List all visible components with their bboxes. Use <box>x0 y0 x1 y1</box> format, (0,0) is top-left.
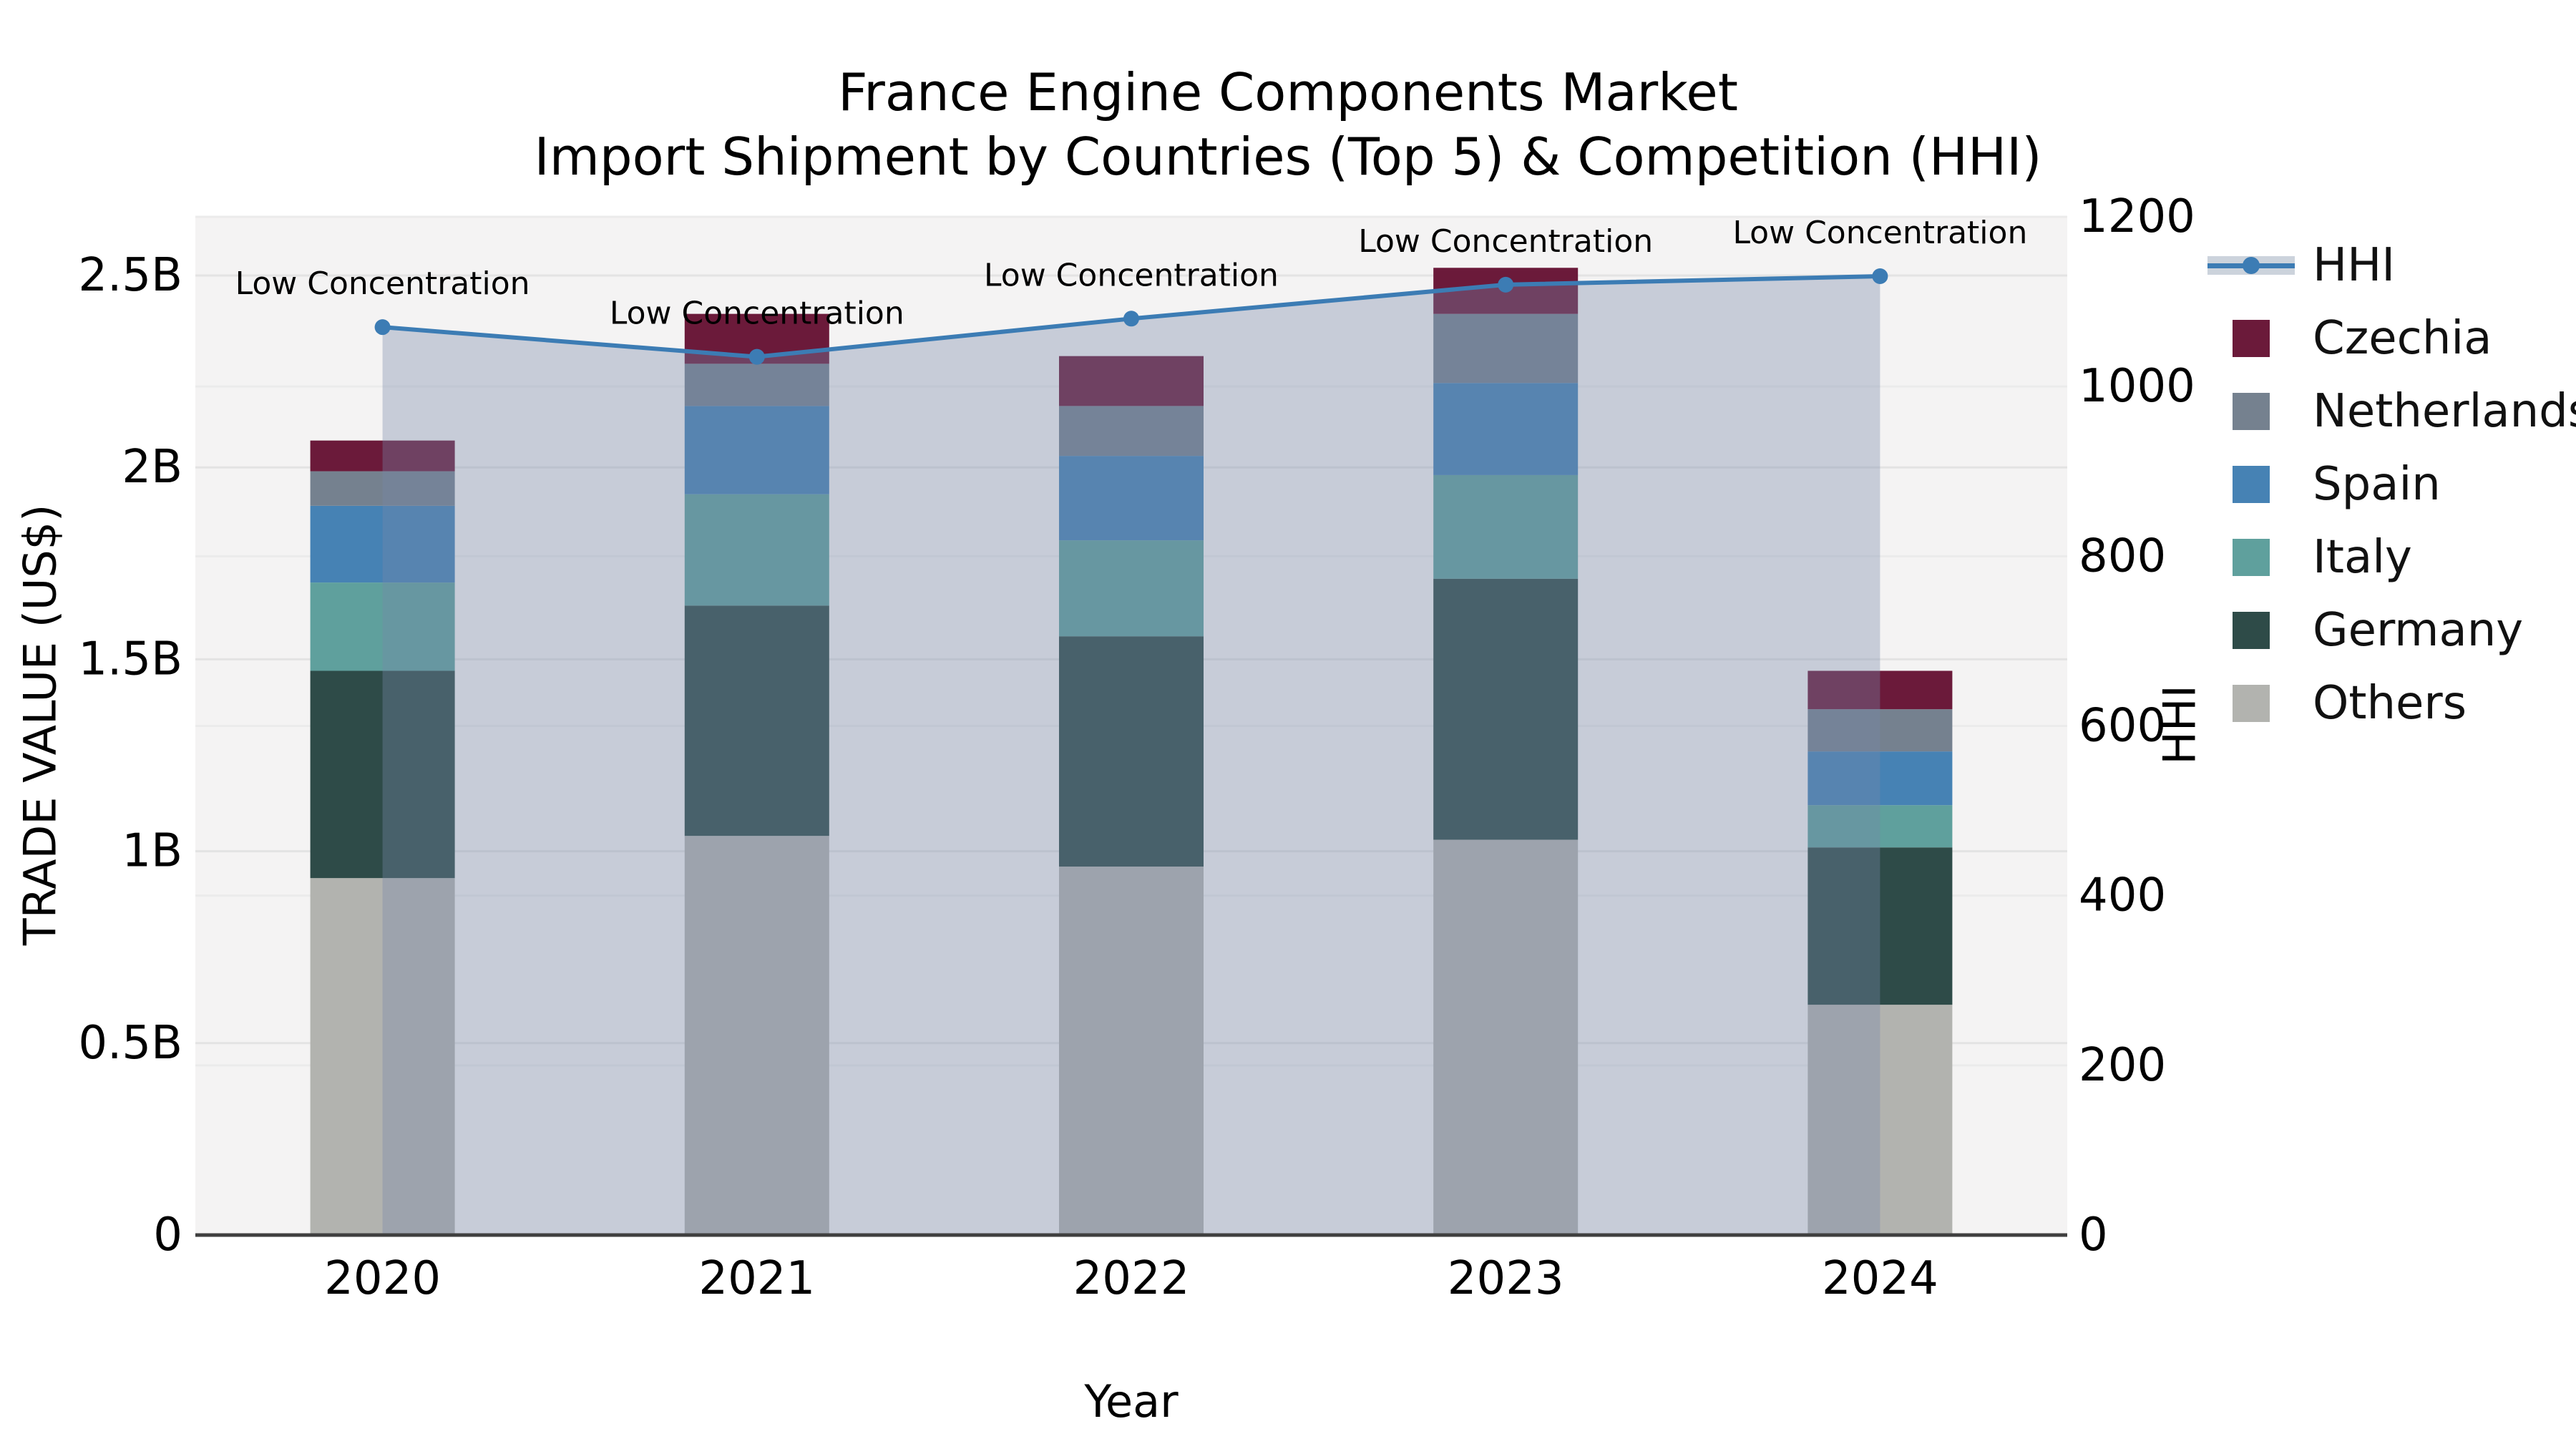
right-axis-tick-label: 400 <box>2079 869 2166 922</box>
bar-segment-2020-germany <box>310 670 455 879</box>
legend-swatch-icon <box>2207 302 2295 375</box>
annotation-2022: Low Concentration <box>984 257 1279 293</box>
legend-label: Others <box>2313 677 2467 730</box>
legend-item-spain: Spain <box>2207 448 2576 521</box>
legend: HHI Czechia Netherlands Spain Italy Germany Ot… <box>2207 229 2576 740</box>
bar-segment-2024-others <box>1807 1005 1953 1235</box>
bar-segment-2021-others <box>684 836 829 1235</box>
annotation-2024: Low Concentration <box>1732 215 2027 251</box>
bar-segment-2022-netherlands <box>1059 406 1204 457</box>
bar-segment-2023-netherlands <box>1433 313 1579 384</box>
chart-title-line1: France Engine Components Market <box>838 62 1738 122</box>
legend-item-czechia: Czechia <box>2207 302 2576 375</box>
bar-segment-2020-italy <box>310 582 455 671</box>
legend-hhi-line-icon <box>2207 229 2295 302</box>
left-axis-tick-label: 0.5B <box>78 1017 182 1070</box>
bar-segment-2023-spain <box>1433 383 1579 475</box>
legend-swatch-icon <box>2207 594 2295 667</box>
bar-segment-2022-germany <box>1059 636 1204 867</box>
bar-segment-2024-italy <box>1807 805 1953 848</box>
x-axis-tick-label: 2024 <box>1822 1252 1938 1305</box>
left-axis-tick-label: 2.5B <box>78 249 182 302</box>
bar-segment-2023-italy <box>1433 474 1579 579</box>
legend-item-hhi: HHI <box>2207 229 2576 302</box>
right-axis-tick-label: 200 <box>2079 1039 2166 1092</box>
bar-segment-2022-italy <box>1059 540 1204 637</box>
bar-segment-2024-spain <box>1807 751 1953 806</box>
left-axis-title: TRADE VALUE (US$) <box>14 504 67 946</box>
hhi-marker-2020 <box>374 319 391 336</box>
left-axis-tick-label: 0 <box>153 1209 182 1262</box>
bar-segment-2024-czechia <box>1807 670 1953 710</box>
left-axis-tick-label: 2B <box>122 441 182 494</box>
x-axis-tick-label: 2021 <box>698 1252 815 1305</box>
bar-segment-2022-others <box>1059 867 1204 1235</box>
legend-color-swatch-others <box>2233 685 2270 722</box>
left-axis-tick-label: 1B <box>122 825 182 878</box>
right-axis-tick-label: 600 <box>2079 700 2166 753</box>
legend-label: Italy <box>2313 531 2412 584</box>
hhi-marker-2021 <box>748 348 765 365</box>
legend-item-italy: Italy <box>2207 521 2576 594</box>
bar-segment-2023-others <box>1433 839 1579 1235</box>
chart-title: France Engine Components Market Import S… <box>0 60 2576 189</box>
bar-segment-2021-germany <box>684 605 829 836</box>
legend-label: Germany <box>2313 604 2524 657</box>
legend-swatch-icon <box>2207 448 2295 521</box>
annotation-2023: Low Concentration <box>1358 223 1653 260</box>
hhi-marker-2022 <box>1123 311 1139 327</box>
legend-swatch-icon <box>2207 521 2295 594</box>
legend-label: Czechia <box>2313 312 2492 365</box>
bar-segment-2020-others <box>310 878 455 1235</box>
x-axis-tick-label: 2023 <box>1448 1252 1564 1305</box>
right-axis-tick-label: 800 <box>2079 530 2166 582</box>
bar-segment-2023-germany <box>1433 578 1579 840</box>
bar-segment-2024-netherlands <box>1807 709 1953 752</box>
legend-color-swatch-czechia <box>2233 320 2270 357</box>
legend-item-germany: Germany <box>2207 594 2576 667</box>
bar-segment-2022-spain <box>1059 456 1204 541</box>
x-axis-tick-label: 2022 <box>1073 1252 1190 1305</box>
annotation-2021: Low Concentration <box>610 296 904 332</box>
right-axis-title: HHI <box>2153 685 2206 765</box>
x-axis-tick-label: 2020 <box>324 1252 441 1305</box>
bar-segment-2021-spain <box>684 406 829 494</box>
legend-color-swatch-italy <box>2233 539 2270 576</box>
hhi-area-fill <box>382 276 1880 1236</box>
legend-color-swatch-germany <box>2233 612 2270 649</box>
legend-label: Netherlands <box>2313 385 2576 438</box>
hhi-marker-2024 <box>1872 268 1888 285</box>
bar-segment-2022-czechia <box>1059 356 1204 406</box>
bar-segment-2021-italy <box>684 494 829 606</box>
legend-item-netherlands: Netherlands <box>2207 375 2576 448</box>
legend-swatch-icon <box>2207 375 2295 448</box>
hhi-marker-2023 <box>1498 276 1514 293</box>
bar-segment-2024-germany <box>1807 847 1953 1005</box>
bar-segment-2021-netherlands <box>684 364 829 406</box>
legend-item-others: Others <box>2207 667 2576 740</box>
legend-hhi-marker-dot <box>2243 257 2260 274</box>
left-axis-tick-label: 1.5B <box>78 633 182 686</box>
annotation-2020: Low Concentration <box>235 265 530 302</box>
right-axis-tick-label: 0 <box>2079 1209 2108 1262</box>
x-axis-title: Year <box>1084 1375 1179 1428</box>
legend-color-swatch-netherlands <box>2233 393 2270 430</box>
chart-title-line2: Import Shipment by Countries (Top 5) & C… <box>534 127 2042 187</box>
legend-label: HHI <box>2313 239 2396 292</box>
bar-segment-2020-spain <box>310 505 455 583</box>
bar-segment-2020-czechia <box>310 440 455 472</box>
bar-segment-2020-netherlands <box>310 471 455 506</box>
legend-color-swatch-spain <box>2233 466 2270 503</box>
right-axis-tick-label: 1000 <box>2079 360 2195 413</box>
legend-swatch-icon <box>2207 667 2295 740</box>
legend-label: Spain <box>2313 458 2441 511</box>
right-axis-tick-label: 1200 <box>2079 190 2195 243</box>
